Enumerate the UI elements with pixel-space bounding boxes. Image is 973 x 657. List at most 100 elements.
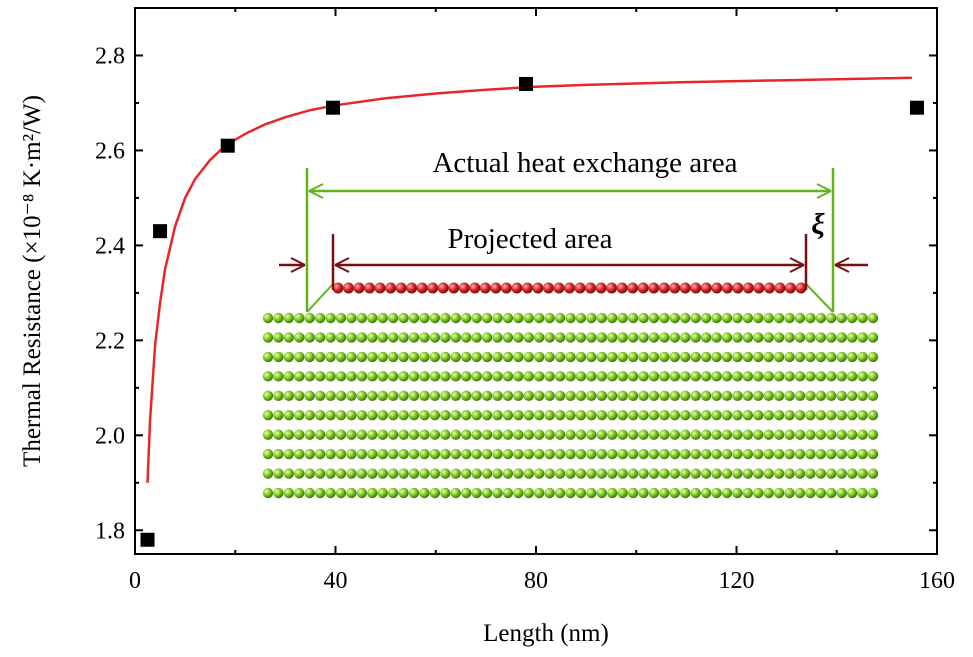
chain-atom xyxy=(343,282,355,294)
substrate-atom xyxy=(690,448,701,460)
substrate-atom xyxy=(356,468,368,479)
substrate-atom xyxy=(513,312,524,324)
substrate-atom xyxy=(294,351,305,363)
substrate-atom xyxy=(387,312,399,324)
substrate-atom xyxy=(554,487,566,499)
substrate-atom xyxy=(711,487,722,499)
substrate-atom xyxy=(784,468,795,479)
substrate-atom xyxy=(711,332,722,343)
substrate-atom xyxy=(700,448,712,460)
substrate-atom xyxy=(440,371,451,382)
substrate-atom xyxy=(596,390,607,401)
substrate-atom xyxy=(638,371,649,382)
substrate-atom xyxy=(304,410,315,421)
substrate-atom xyxy=(815,468,827,479)
substrate-atom xyxy=(314,312,326,324)
substrate-atom xyxy=(335,448,347,460)
substrate-atom xyxy=(721,351,733,363)
substrate-atom xyxy=(398,448,409,460)
substrate-atom xyxy=(565,487,576,499)
substrate-atom xyxy=(460,429,472,440)
substrate-atom xyxy=(262,371,274,382)
y-axis-title: Thermal Resistance (×10⁻⁸ K·m²/W) xyxy=(19,95,46,467)
substrate-atom xyxy=(377,468,388,479)
substrate-atom xyxy=(732,468,743,479)
substrate-atom xyxy=(429,312,441,324)
chain-atom xyxy=(606,282,618,294)
substrate-atom xyxy=(867,448,879,460)
substrate-atom xyxy=(273,312,284,324)
substrate-atom xyxy=(294,371,305,382)
substrate-atom xyxy=(815,429,827,440)
substrate-atom xyxy=(481,448,493,460)
data-point xyxy=(325,100,340,115)
substrate-atom xyxy=(408,410,420,421)
substrate-atom xyxy=(846,390,858,401)
substrate-atom xyxy=(815,351,827,363)
substrate-atom xyxy=(450,390,461,401)
chain-atom xyxy=(627,282,639,294)
substrate-atom xyxy=(294,332,305,343)
y-tick-label: 2.6 xyxy=(95,138,125,164)
substrate-atom xyxy=(335,468,347,479)
chain-atom xyxy=(364,282,376,294)
substrate-atom xyxy=(356,487,368,499)
substrate-atom xyxy=(784,390,795,401)
substrate-atom xyxy=(492,468,503,479)
substrate-atom xyxy=(627,312,639,324)
substrate-atom xyxy=(575,371,587,382)
substrate-atom xyxy=(680,351,691,363)
substrate-atom xyxy=(367,390,378,401)
substrate-atom xyxy=(805,487,816,499)
substrate-atom xyxy=(440,468,451,479)
substrate-atom xyxy=(586,371,597,382)
substrate-atom xyxy=(534,448,545,460)
substrate-atom xyxy=(659,390,670,401)
chain-atom xyxy=(542,282,554,294)
substrate-atom xyxy=(398,371,409,382)
substrate-atom xyxy=(846,410,858,421)
substrate-atom xyxy=(586,429,597,440)
substrate-atom xyxy=(471,332,482,343)
substrate-atom xyxy=(721,410,733,421)
substrate-atom xyxy=(711,312,722,324)
substrate-atom xyxy=(283,371,295,382)
substrate-atom xyxy=(450,410,461,421)
substrate-atom xyxy=(460,351,472,363)
substrate-atom xyxy=(700,312,712,324)
substrate-atom xyxy=(742,429,754,440)
substrate-atom xyxy=(805,390,816,401)
substrate-atom xyxy=(471,468,482,479)
substrate-atom xyxy=(387,468,399,479)
substrate-atom xyxy=(773,351,785,363)
substrate-atom xyxy=(408,448,420,460)
substrate-atom xyxy=(617,429,628,440)
substrate-atom xyxy=(523,429,534,440)
substrate-atom xyxy=(346,371,357,382)
chain-atom xyxy=(511,282,523,294)
substrate-atom xyxy=(346,487,357,499)
substrate-atom xyxy=(575,390,587,401)
substrate-atom xyxy=(846,371,858,382)
substrate-atom xyxy=(565,371,576,382)
substrate-atom xyxy=(690,390,701,401)
substrate-atom xyxy=(513,448,524,460)
substrate-atom xyxy=(544,351,555,363)
substrate-atom xyxy=(596,332,607,343)
substrate-atom xyxy=(356,312,368,324)
chain-atom xyxy=(427,282,439,294)
substrate-atom xyxy=(356,371,368,382)
substrate-atom xyxy=(659,371,670,382)
substrate-atom xyxy=(419,448,430,460)
substrate-atom xyxy=(575,468,587,479)
substrate-atom xyxy=(534,410,545,421)
substrate-atom xyxy=(554,390,566,401)
substrate-atom xyxy=(523,410,534,421)
substrate-atom xyxy=(794,487,806,499)
substrate-atom xyxy=(763,429,774,440)
substrate-atom xyxy=(408,429,420,440)
substrate-atom xyxy=(387,351,399,363)
substrate-atom xyxy=(346,312,357,324)
substrate-atom xyxy=(575,410,587,421)
substrate-atom xyxy=(763,468,774,479)
